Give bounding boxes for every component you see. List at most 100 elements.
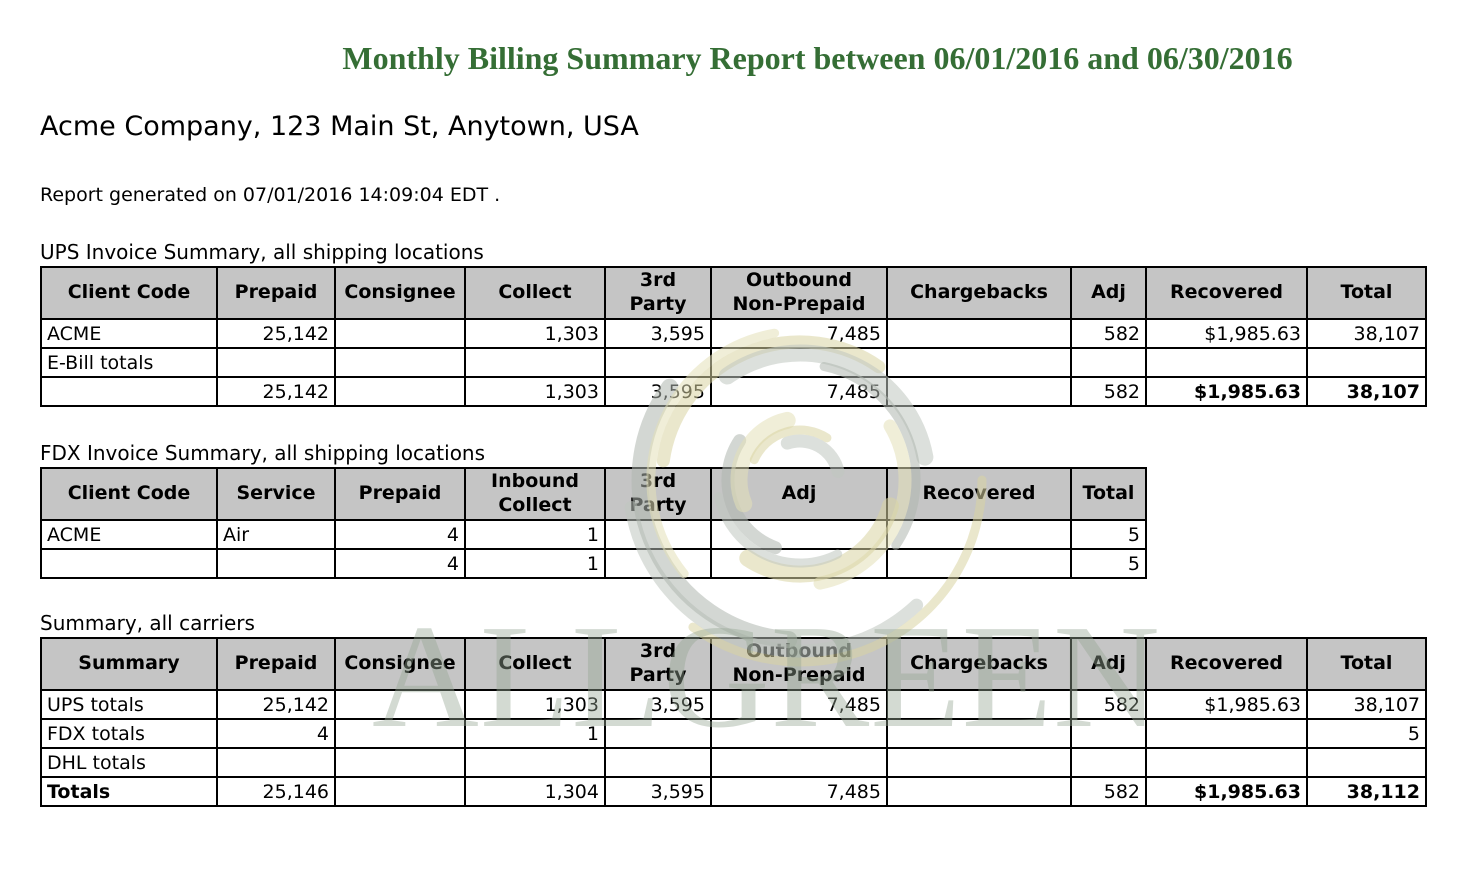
table-cell [334,347,466,378]
table-cell [1145,718,1308,749]
table-cell [1070,347,1147,378]
table-cell: ACME [40,519,218,550]
table-cell: 3,595 [604,376,712,407]
table-cell: 1 [464,548,606,579]
table-cell [1070,718,1147,749]
table-cell: E-Bill totals [40,347,218,378]
column-header: Total [1306,266,1427,320]
table-cell [710,718,888,749]
column-header: 3rd Party [604,266,712,320]
table-cell [1306,347,1427,378]
fdx-invoice-summary-table: Client Code Service Prepaid Inbound Collect… [40,467,1147,579]
header-row: Summary Prepaid Consignee Collect 3rd Party O… [40,637,1427,691]
table-cell [886,376,1072,407]
table-row: FDX totals 4 1 5 [40,718,1427,749]
table-cell [464,747,606,778]
column-header: Outbound Non-Prepaid [710,637,888,691]
column-header: Inbound Collect [464,467,606,521]
table-row: E-Bill totals [40,347,1427,378]
table-cell: 7,485 [710,318,888,349]
table-cell [464,347,606,378]
column-header: Adj [710,467,888,521]
column-header: Client Code [40,467,218,521]
company-address: Acme Company, 123 Main St, Anytown, USA [40,111,639,142]
column-header: 3rd Party [604,467,712,521]
table-cell [710,347,888,378]
table-cell [886,347,1072,378]
table-cell: Totals [40,776,218,807]
column-header: Prepaid [334,467,466,521]
table-row: UPS totals 25,142 1,303 3,595 7,485 582 $1,985… [40,689,1427,720]
column-header: 3rd Party [604,637,712,691]
table-cell: 38,112 [1306,776,1427,807]
table-cell [1306,747,1427,778]
column-header: Prepaid [216,637,336,691]
table-cell: DHL totals [40,747,218,778]
column-header: Collect [464,266,606,320]
table-cell [334,718,466,749]
table-cell: 25,142 [216,318,336,349]
table-cell: 25,142 [216,689,336,720]
table-cell [334,747,466,778]
table-cell [604,519,712,550]
table-cell [886,776,1072,807]
table-cell: $1,985.63 [1145,776,1308,807]
report-title: Monthly Billing Summary Report between 0… [342,40,1293,76]
column-header: Client Code [40,266,218,320]
table-cell [886,689,1072,720]
table-cell [604,347,712,378]
report-content: Monthly Billing Summary Report between 0… [0,40,1465,807]
generated-timestamp: Report generated on 07/01/2016 14:09:04 … [40,184,501,206]
table-cell: 7,485 [710,376,888,407]
table-cell: Air [216,519,336,550]
table-cell: 5 [1070,548,1147,579]
ups-invoice-summary-table: Client Code Prepaid Consignee Collect 3rd Pa… [40,266,1427,407]
table-cell [604,548,712,579]
table-cell: 4 [216,718,336,749]
column-header: Summary [40,637,218,691]
table-cell: 4 [334,519,466,550]
table-cell: ACME [40,318,218,349]
column-header: Prepaid [216,266,336,320]
table-cell: UPS totals [40,689,218,720]
table-cell: 1,303 [464,318,606,349]
table-cell [334,318,466,349]
column-header: Collect [464,637,606,691]
table-cell [886,519,1072,550]
column-header: Total [1306,637,1427,691]
table-row: ACME Air 4 1 5 [40,519,1147,550]
column-header: Total [1070,467,1147,521]
table-cell [334,376,466,407]
table-cell [334,776,466,807]
table-cell: 25,142 [216,376,336,407]
table-row: 25,142 1,303 3,595 7,485 582 $1,985.63 38,107 [40,376,1427,407]
table-cell: 7,485 [710,776,888,807]
table-cell [216,347,336,378]
header-row: Client Code Service Prepaid Inbound Collect… [40,467,1147,521]
all-carriers-summary-table: Summary Prepaid Consignee Collect 3rd Party O… [40,637,1427,807]
table-cell: 3,595 [604,318,712,349]
table-cell [710,548,888,579]
table-cell: $1,985.63 [1145,376,1308,407]
table-cell [1145,347,1308,378]
column-header: Chargebacks [886,266,1072,320]
table-cell: $1,985.63 [1145,318,1308,349]
table-cell: 1,303 [464,689,606,720]
table-cell: 3,595 [604,689,712,720]
table-cell [216,548,336,579]
table-cell [886,548,1072,579]
table-cell: 25,146 [216,776,336,807]
table-cell [334,689,466,720]
header-row: Client Code Prepaid Consignee Collect 3rd Pa… [40,266,1427,320]
table-cell: 582 [1070,376,1147,407]
table-cell: 582 [1070,318,1147,349]
column-header: Recovered [1145,266,1308,320]
column-header: Adj [1070,637,1147,691]
table-row: ACME 25,142 1,303 3,595 7,485 582 $1,985.63 38,… [40,318,1427,349]
table-cell [604,747,712,778]
table-cell [40,548,218,579]
table-cell: 3,595 [604,776,712,807]
column-header: Recovered [1145,637,1308,691]
